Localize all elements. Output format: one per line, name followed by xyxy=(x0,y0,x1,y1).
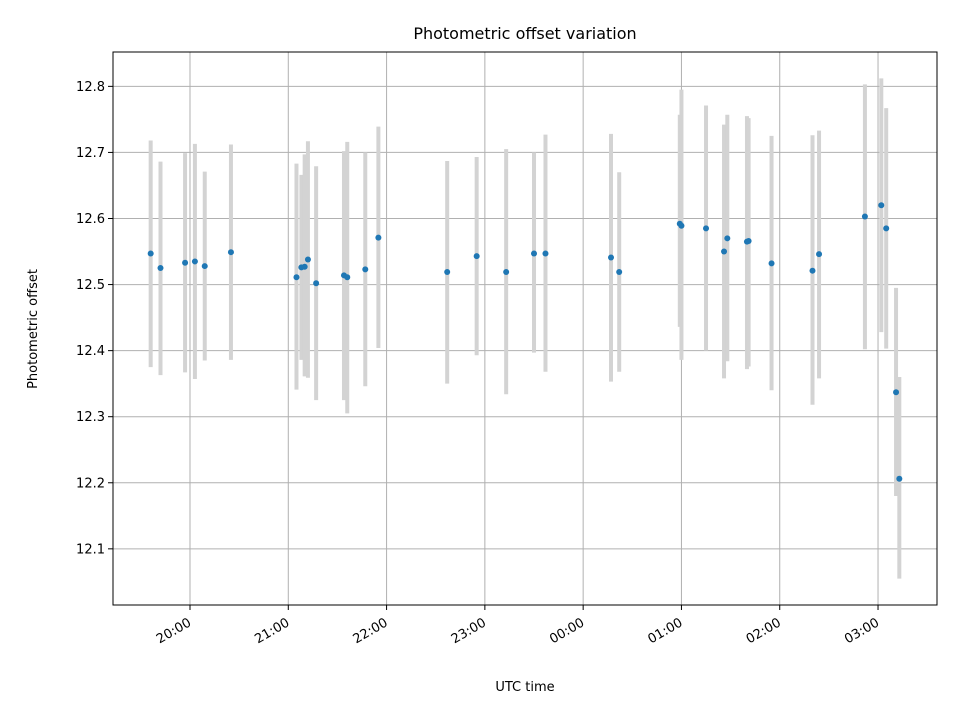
y-tick-label: 12.7 xyxy=(76,146,105,161)
data-point xyxy=(542,250,549,257)
data-point xyxy=(678,222,685,229)
data-point xyxy=(531,250,538,257)
data-point xyxy=(816,251,823,258)
data-point xyxy=(503,269,510,276)
data-point xyxy=(721,248,728,255)
y-tick-label: 12.3 xyxy=(76,410,105,425)
y-tick-label: 12.6 xyxy=(76,212,105,227)
data-point xyxy=(362,266,369,273)
y-axis-label: Photometric offset xyxy=(26,269,41,389)
data-point xyxy=(293,274,300,281)
data-point xyxy=(608,254,615,261)
y-tick-label: 12.1 xyxy=(76,542,105,557)
data-point xyxy=(304,256,311,263)
y-tick-label: 12.4 xyxy=(76,344,105,359)
data-point xyxy=(861,213,868,220)
y-axis-ticks: 12.1 12.2 12.3 12.4 12.5 12.6 12.7 12.8 xyxy=(76,80,113,557)
data-point xyxy=(878,202,885,209)
data-point xyxy=(745,237,752,244)
chart-title: Photometric offset variation xyxy=(413,24,636,43)
y-tick-label: 12.2 xyxy=(76,476,105,491)
data-point xyxy=(768,260,775,267)
data-point xyxy=(313,280,320,287)
data-point xyxy=(896,475,903,482)
data-point xyxy=(893,389,900,396)
data-point xyxy=(182,259,189,266)
data-point xyxy=(227,249,234,256)
y-tick-label: 12.5 xyxy=(76,278,105,293)
data-point xyxy=(724,235,731,242)
x-axis-label: UTC time xyxy=(495,680,554,695)
data-point xyxy=(809,267,816,274)
data-point xyxy=(201,263,208,270)
data-point xyxy=(344,274,351,281)
y-tick-label: 12.8 xyxy=(76,80,105,95)
data-point xyxy=(444,269,451,276)
data-point xyxy=(301,263,308,270)
data-point xyxy=(375,234,382,241)
data-point xyxy=(703,225,710,232)
data-point xyxy=(616,269,623,276)
data-points xyxy=(147,202,903,482)
data-point xyxy=(191,258,198,265)
data-point xyxy=(883,225,890,232)
plot-frame xyxy=(112,51,938,606)
data-point xyxy=(157,265,164,272)
data-point xyxy=(147,250,154,257)
data-point xyxy=(473,253,480,260)
